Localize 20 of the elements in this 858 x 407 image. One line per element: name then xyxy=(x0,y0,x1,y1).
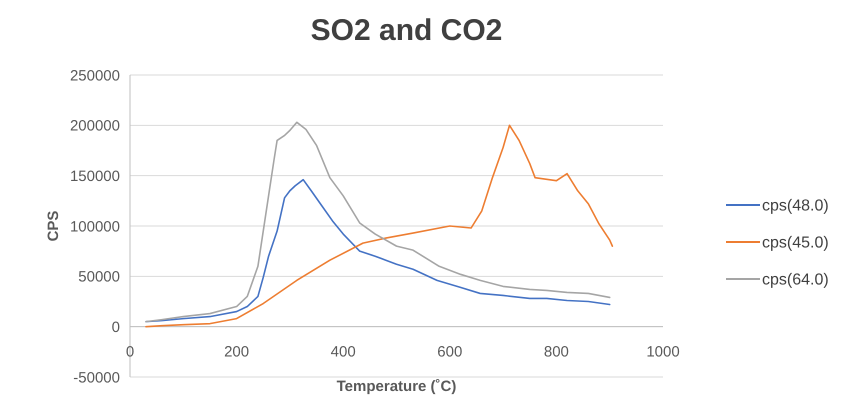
y-tick-label: -50000 xyxy=(73,369,120,386)
y-tick-label: 200000 xyxy=(70,118,120,135)
legend-label: cps(45.0) xyxy=(762,234,829,252)
legend-label: cps(48.0) xyxy=(762,198,829,215)
y-tick-label: 250000 xyxy=(70,67,120,84)
y-tick-label: 50000 xyxy=(78,268,120,286)
x-tick-label: 600 xyxy=(437,344,462,361)
line-series xyxy=(145,178,610,322)
x-tick-label: 1000 xyxy=(646,344,680,361)
y-tick-label: 0 xyxy=(112,318,120,336)
y-tick-label: 150000 xyxy=(70,168,120,185)
chart-title: SO2 and CO2 xyxy=(310,14,502,47)
x-tick-label: 0 xyxy=(126,344,134,361)
y-tick-label: 100000 xyxy=(70,218,120,236)
legend-label: cps(64.0) xyxy=(762,272,829,289)
x-tick-label: 400 xyxy=(330,344,356,361)
x-axis-title: Temperature (˚C) xyxy=(336,378,456,395)
x-tick-label: 800 xyxy=(544,344,569,361)
y-axis-title: CPS xyxy=(45,210,62,242)
x-tick-label: 200 xyxy=(224,344,250,361)
